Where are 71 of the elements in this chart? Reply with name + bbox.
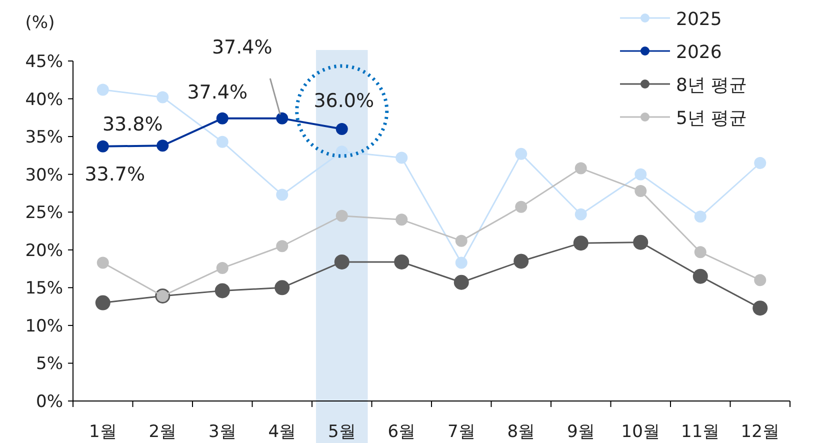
- point: [394, 254, 410, 270]
- point: [216, 112, 228, 124]
- y-tick-label: 0%: [36, 392, 63, 412]
- y-tick-label: 5%: [36, 354, 63, 374]
- point: [156, 140, 169, 152]
- point: [214, 283, 230, 298]
- point: [455, 234, 468, 247]
- x-tick-label: 12월: [740, 422, 780, 442]
- point: [752, 300, 768, 316]
- point: [574, 208, 587, 220]
- point: [694, 210, 706, 223]
- point: [515, 148, 528, 160]
- data-label: 37.4%: [187, 81, 248, 104]
- point: [574, 162, 587, 174]
- x-tick-label: 3월: [208, 422, 236, 442]
- point: [573, 236, 588, 251]
- y-tick-label: 25%: [25, 203, 63, 224]
- point: [96, 256, 109, 269]
- x-tick-label: 9월: [566, 422, 595, 442]
- point: [634, 184, 647, 197]
- x-tick-label: 2월: [148, 422, 177, 442]
- data-label: 37.4%: [212, 36, 272, 58]
- data-label: 33.8%: [102, 114, 163, 136]
- y-tick-label: 20%: [25, 240, 63, 261]
- point: [274, 280, 290, 296]
- point: [633, 234, 648, 250]
- point: [95, 295, 110, 310]
- legend-label: 5년 평균: [676, 108, 748, 129]
- legend-label: 8년 평균: [676, 75, 748, 96]
- legend-label: 2026: [676, 42, 722, 63]
- y-axis-title: (%): [25, 13, 55, 33]
- point: [156, 91, 169, 104]
- point: [276, 188, 288, 201]
- x-tick-label: 4월: [268, 422, 296, 442]
- point: [454, 274, 469, 290]
- y-tick-label: 15%: [25, 278, 63, 299]
- data-label: 33.7%: [84, 163, 146, 186]
- data-label: 36.0%: [314, 90, 374, 112]
- point: [692, 268, 708, 284]
- x-tick-label: 1월: [88, 422, 117, 442]
- point: [396, 214, 408, 226]
- point: [276, 240, 288, 252]
- point: [634, 168, 647, 180]
- point: [216, 262, 228, 274]
- point: [336, 210, 348, 222]
- x-tick-label: 11월: [681, 422, 720, 442]
- point: [455, 256, 468, 269]
- point: [276, 112, 288, 124]
- x-tick-label: 10월: [621, 422, 660, 442]
- point: [396, 152, 408, 164]
- point: [754, 274, 766, 286]
- y-tick-label: 35%: [25, 128, 63, 148]
- point: [96, 84, 109, 96]
- point: [754, 157, 766, 169]
- y-tick-label: 40%: [25, 90, 63, 110]
- point: [336, 146, 348, 158]
- y-tick-label: 30%: [25, 165, 63, 186]
- legend-label: 2025: [676, 9, 722, 30]
- y-tick-label: 10%: [25, 316, 63, 336]
- point: [216, 136, 228, 148]
- point: [694, 246, 706, 258]
- point: [514, 254, 529, 269]
- y-tick-label: 45%: [25, 52, 63, 72]
- point: [336, 123, 348, 135]
- x-tick-label: 7월: [447, 422, 476, 442]
- x-tick-label: 6월: [388, 422, 416, 442]
- point: [96, 140, 109, 152]
- point: [515, 200, 528, 213]
- x-tick-label: 5월: [328, 422, 356, 442]
- point: [334, 254, 350, 270]
- x-tick-label: 8월: [507, 422, 536, 442]
